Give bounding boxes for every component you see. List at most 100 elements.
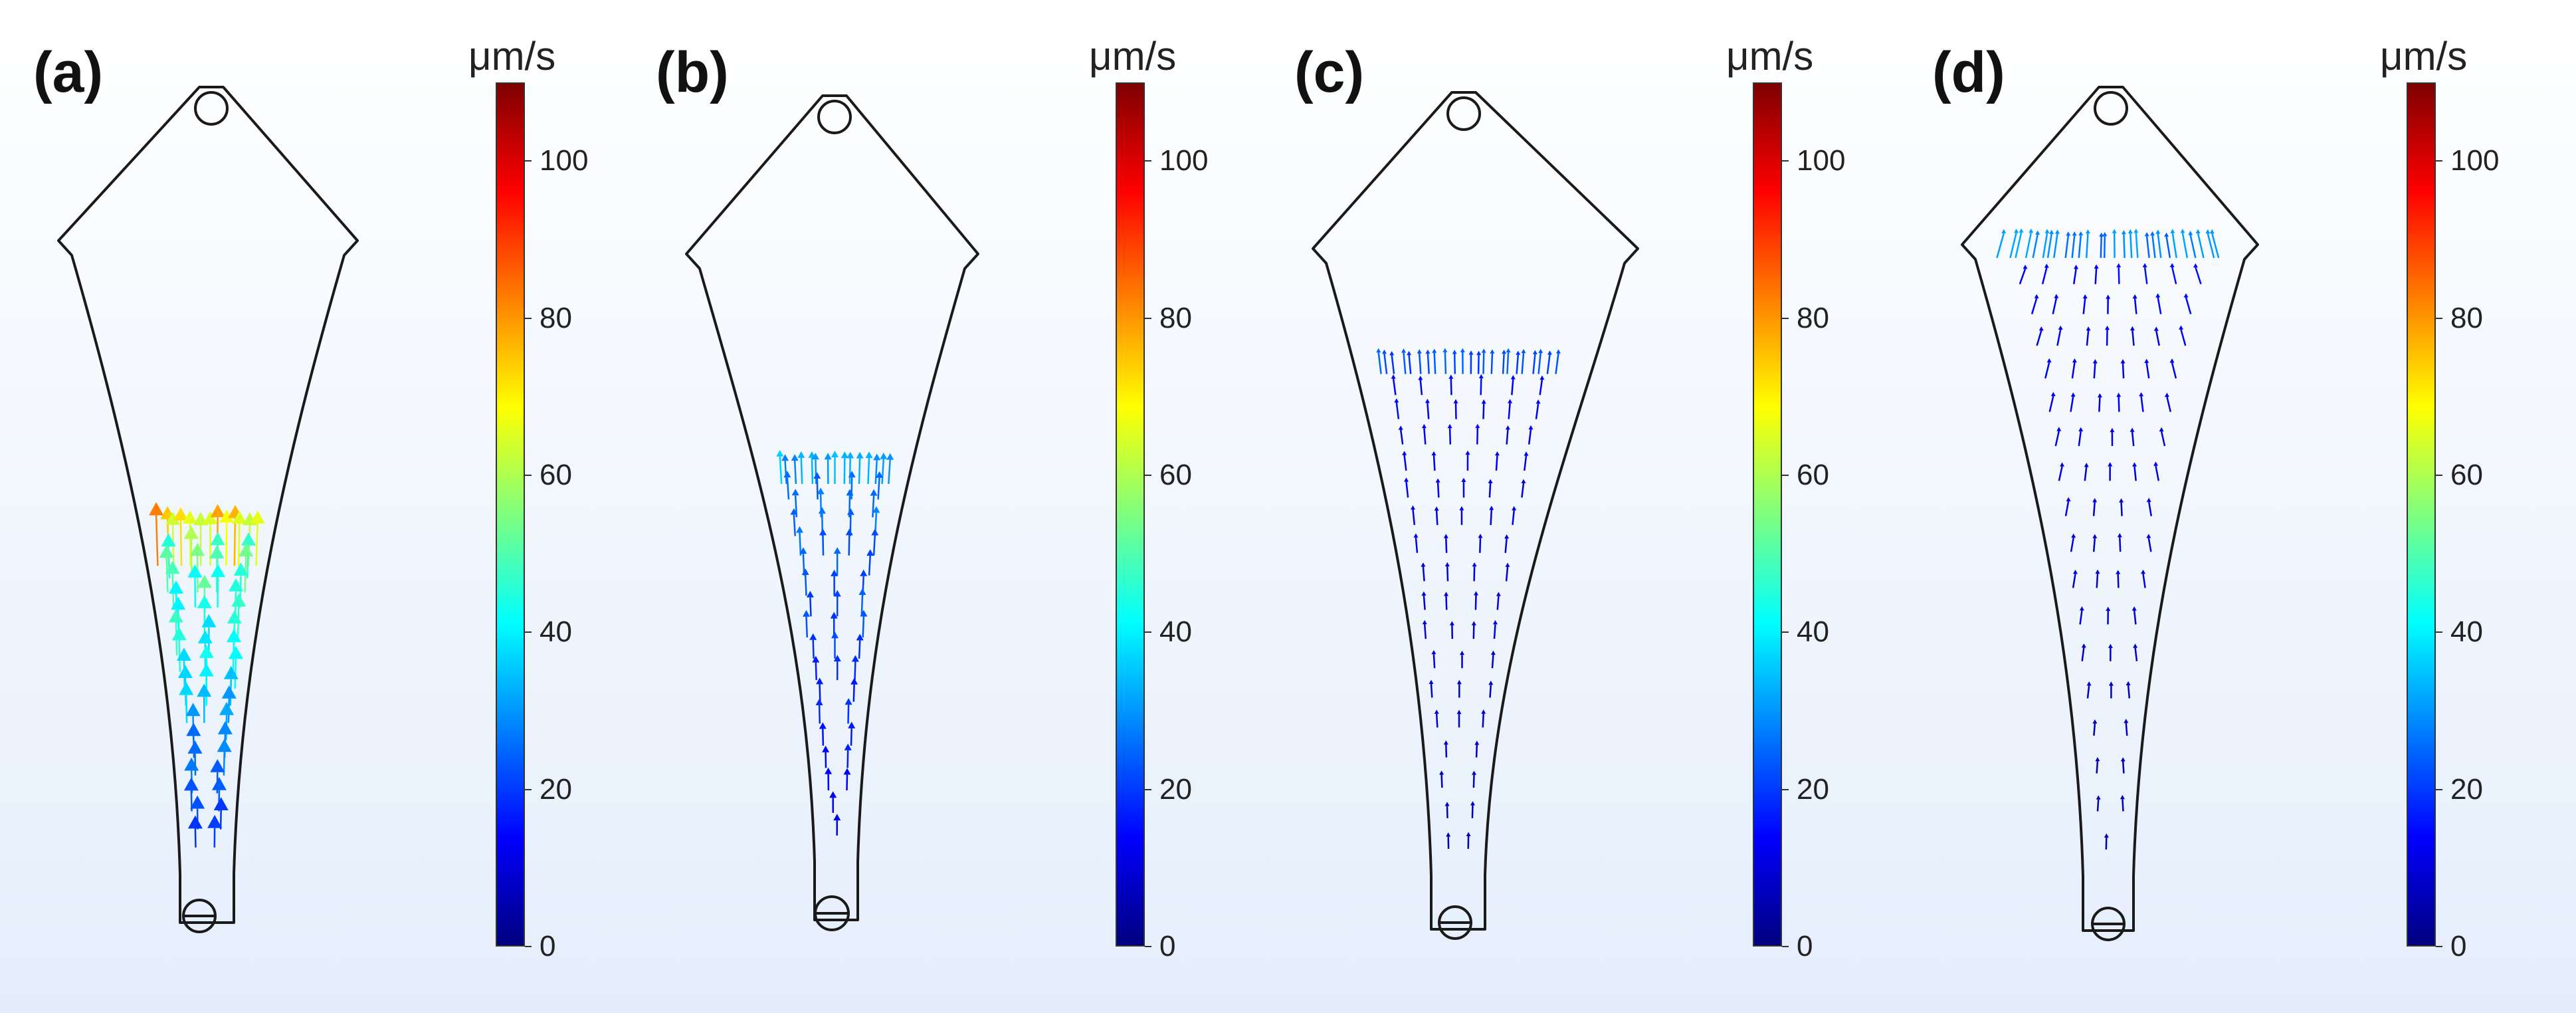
velocity-arrow xyxy=(784,461,787,485)
velocity-arrow-head xyxy=(2044,263,2049,268)
velocity-arrow-head xyxy=(239,543,254,557)
colorbar-tick-mark xyxy=(525,788,532,790)
velocity-arrows xyxy=(776,449,894,836)
velocity-arrow-head xyxy=(179,681,194,695)
panel-a: (a) μm/s 0 20 40 60 80 100 xyxy=(0,0,644,1013)
velocity-arrow xyxy=(1446,566,1449,582)
velocity-arrow xyxy=(809,597,812,617)
velocity-arrow xyxy=(793,514,796,536)
velocity-arrow-head xyxy=(886,453,894,460)
velocity-arrow xyxy=(2058,466,2063,481)
velocity-arrow xyxy=(1502,354,1505,374)
velocity-arrow-head xyxy=(186,723,201,736)
velocity-arrow-head xyxy=(1398,425,1403,430)
velocity-arrow-head xyxy=(1452,350,1457,354)
velocity-arrow-head xyxy=(1417,349,1422,354)
velocity-arrow-head xyxy=(844,743,852,750)
colorbar-tick-label: 80 xyxy=(2450,301,2483,334)
velocity-arrow xyxy=(2053,233,2058,259)
velocity-arrow-head xyxy=(185,703,201,717)
velocity-arrow-head xyxy=(2155,293,2161,298)
velocity-arrow-head xyxy=(2106,606,2111,611)
velocity-arrow-head xyxy=(851,655,859,662)
velocity-arrow-head xyxy=(1496,592,1501,596)
velocity-arrow xyxy=(1427,403,1430,419)
velocity-arrow xyxy=(1433,654,1436,669)
velocity-arrow-head xyxy=(1512,506,1517,510)
colorbar-tick-label: 40 xyxy=(2450,616,2483,649)
colorbar-tick-mark xyxy=(525,474,532,476)
velocity-arrow-head xyxy=(2081,643,2086,648)
velocity-arrow-head xyxy=(210,759,225,772)
colorbar xyxy=(496,82,525,947)
velocity-arrow xyxy=(2071,362,2076,379)
velocity-arrow xyxy=(779,456,783,485)
velocity-arrow-head xyxy=(1536,399,1541,404)
colorbar-tick-label: 60 xyxy=(1797,458,1829,491)
velocity-arrow-head xyxy=(176,647,191,661)
velocity-arrow-head xyxy=(187,564,203,578)
velocity-arrow-head xyxy=(2078,427,2084,431)
velocity-arrow xyxy=(2207,233,2215,259)
velocity-arrow-head xyxy=(2072,231,2077,236)
colorbar-tick-label: 60 xyxy=(2450,458,2483,491)
velocity-arrow xyxy=(2189,235,2197,259)
velocity-arrow-head xyxy=(1466,832,1471,836)
velocity-arrow-head xyxy=(2056,427,2062,431)
velocity-arrow-head xyxy=(2095,757,2100,762)
velocity-arrow-head xyxy=(2120,795,2125,800)
velocity-arrow-head xyxy=(817,487,825,495)
velocity-arrow xyxy=(1471,805,1474,818)
velocity-arrow xyxy=(881,459,885,485)
velocity-arrow-head xyxy=(197,574,212,588)
channel-diagram xyxy=(57,86,359,933)
velocity-arrow-head xyxy=(791,454,799,461)
velocity-arrow xyxy=(2032,234,2038,259)
velocity-arrow-head xyxy=(1421,562,1426,567)
colorbar-tick-mark xyxy=(2436,160,2442,162)
velocity-arrow xyxy=(1996,233,2005,259)
velocity-arrow-head xyxy=(1460,348,1465,352)
velocity-arrow-head xyxy=(1502,350,1507,354)
velocity-arrow-head xyxy=(2106,294,2111,299)
velocity-arrow-head xyxy=(2092,534,2098,538)
velocity-arrow-head xyxy=(2071,533,2076,538)
colorbar-tick-label: 60 xyxy=(540,458,572,491)
velocity-arrow-head xyxy=(1444,592,1448,596)
colorbar-tick-mark xyxy=(1145,946,1151,947)
velocity-arrow-head xyxy=(872,506,880,513)
velocity-arrow-head xyxy=(2082,294,2088,298)
velocity-arrow-head xyxy=(2060,462,2065,467)
colorbar-tick-mark xyxy=(525,160,532,162)
velocity-arrow-head xyxy=(2116,263,2122,268)
velocity-arrow-head xyxy=(232,510,247,524)
velocity-arrow xyxy=(1423,624,1427,639)
velocity-arrow-head xyxy=(1490,349,1495,354)
velocity-arrow-head xyxy=(843,768,851,775)
velocity-arrow-head xyxy=(1421,423,1427,429)
velocity-arrow-head xyxy=(844,698,852,705)
velocity-arrow-head xyxy=(169,580,183,594)
velocity-arrow-head xyxy=(1516,350,1521,355)
velocity-arrow-head xyxy=(2164,232,2169,237)
velocity-arrow xyxy=(2092,502,2096,516)
velocity-arrow xyxy=(2125,723,2128,736)
channel-outline xyxy=(1961,86,2259,932)
velocity-arrow-head xyxy=(229,578,243,592)
velocity-arrow xyxy=(1412,509,1416,525)
velocity-arrow xyxy=(1377,352,1382,374)
velocity-arrow-head xyxy=(2141,570,2145,574)
velocity-arrow-head xyxy=(856,633,864,641)
velocity-arrow-head xyxy=(2073,570,2078,574)
velocity-arrows xyxy=(1376,348,1561,849)
velocity-arrow-head xyxy=(865,451,873,459)
velocity-arrow xyxy=(1473,566,1476,582)
velocity-arrow-head xyxy=(801,568,809,575)
colorbar-tick-mark xyxy=(1782,946,1789,947)
velocity-arrow-head xyxy=(2072,358,2077,363)
outlet-port xyxy=(1446,96,1481,131)
velocity-arrow xyxy=(1422,566,1425,582)
velocity-arrow-head xyxy=(860,610,868,617)
velocity-arrow-head xyxy=(187,815,203,829)
velocity-arrow xyxy=(2127,685,2131,699)
